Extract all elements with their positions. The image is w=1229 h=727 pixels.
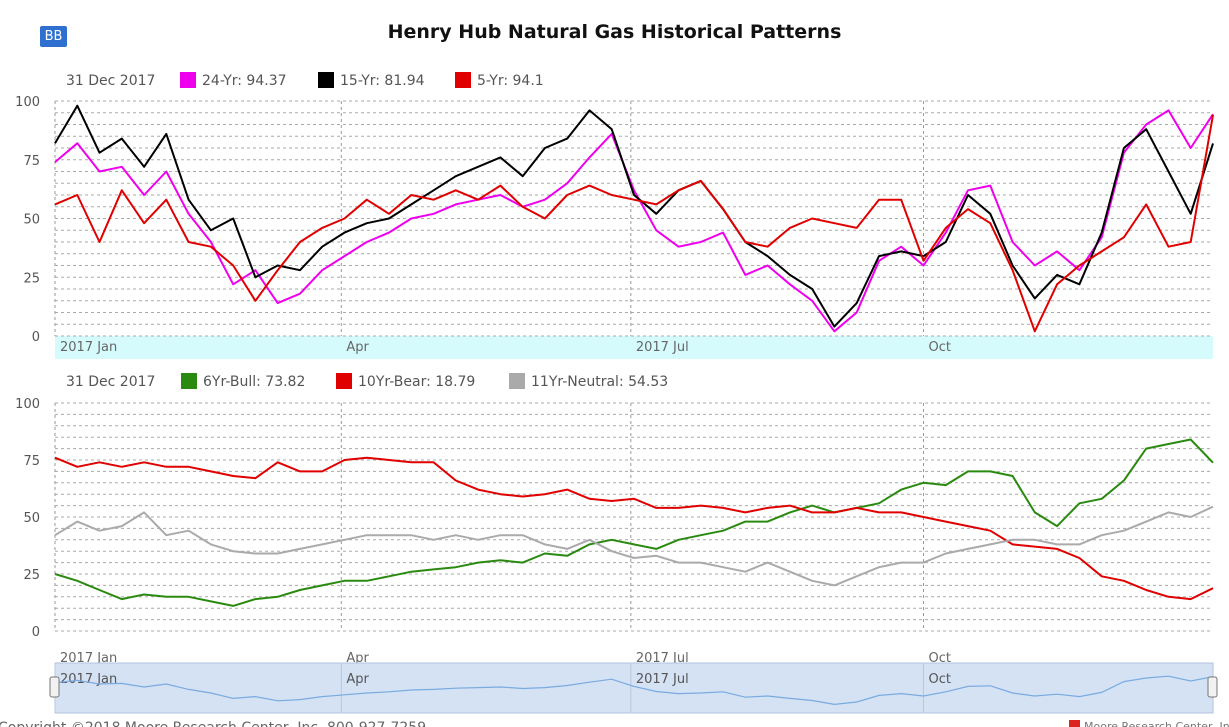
zero-band [55, 336, 1213, 359]
series-line-6yr-bull [54, 438, 1214, 607]
bb-logo-button[interactable]: BB [40, 26, 67, 47]
navigator-label: Apr [346, 672, 369, 687]
y-tick-label: 100 [15, 95, 40, 110]
chart-panel-2: 0 25 50 75 100 2017 Jan Apr 2017 Jul Oct 31 Dec 2… [15, 373, 1214, 666]
copyright-footer: Copyright ©2018 Moore Research Center, I… [0, 720, 426, 727]
brand-icon [1069, 720, 1080, 727]
legend-swatch [336, 373, 352, 389]
x-tick-label: Apr [346, 651, 369, 666]
y-tick-label: 25 [23, 271, 40, 286]
x-tick-label: Apr [346, 340, 369, 355]
series-line-15-yr [54, 104, 1214, 328]
y-tick-label: 100 [15, 397, 40, 412]
y-tick-label: 75 [23, 454, 40, 469]
legend-swatch [318, 72, 334, 88]
navigator-right-handle[interactable] [1207, 676, 1218, 698]
brand-footer[interactable]: Moore Research Center, Inc. [1084, 720, 1229, 727]
navigator-range[interactable] [54, 662, 1214, 714]
range-navigator[interactable]: 2017 Jan Apr 2017 Jul Oct [49, 662, 1218, 714]
legend-item[interactable]: 6Yr-Bull: 73.82 [203, 374, 305, 390]
legend-date: 31 Dec 2017 [66, 374, 155, 390]
navigator-series-line [54, 675, 1214, 706]
x-tick-label: 2017 Jul [636, 651, 689, 666]
legend-item[interactable]: 5-Yr: 94.1 [477, 73, 544, 89]
x-tick-label: 2017 Jan [60, 340, 117, 355]
navigator-label: Oct [929, 672, 951, 687]
x-tick-label: 2017 Jul [636, 340, 689, 355]
legend-item[interactable]: 10Yr-Bear: 18.79 [358, 374, 475, 390]
y-tick-label: 50 [23, 213, 40, 228]
page-title: Henry Hub Natural Gas Historical Pattern… [387, 21, 842, 43]
y-tick-label: 75 [23, 154, 40, 169]
legend-swatch [455, 72, 471, 88]
legend-swatch [509, 373, 525, 389]
y-tick-label: 0 [32, 330, 40, 345]
legend-date: 31 Dec 2017 [66, 73, 155, 89]
series-line-24-yr [54, 109, 1214, 333]
y-tick-label: 50 [23, 511, 40, 526]
x-tick-label: Oct [929, 340, 951, 355]
legend-item[interactable]: 11Yr-Neutral: 54.53 [531, 374, 668, 390]
y-tick-label: 25 [23, 568, 40, 583]
y-tick-label: 0 [32, 625, 40, 640]
x-tick-label: Oct [929, 651, 951, 666]
series-line-5-yr [54, 114, 1214, 333]
navigator-left-handle[interactable] [49, 676, 60, 698]
series-line-10yr-bear [54, 456, 1214, 601]
legend-swatch [180, 72, 196, 88]
series-line-11yr-neutral [54, 505, 1214, 587]
legend-swatch [181, 373, 197, 389]
legend-item[interactable]: 15-Yr: 81.94 [340, 73, 425, 89]
legend-item[interactable]: 24-Yr: 94.37 [202, 73, 287, 89]
navigator-label: 2017 Jul [636, 672, 689, 687]
x-tick-label: 2017 Jan [60, 651, 117, 666]
chart-panel-1: 0 25 50 75 100 2017 Jan Apr 2017 Jul Oct 31 Dec 2… [15, 72, 1214, 359]
navigator-label: 2017 Jan [60, 672, 117, 687]
